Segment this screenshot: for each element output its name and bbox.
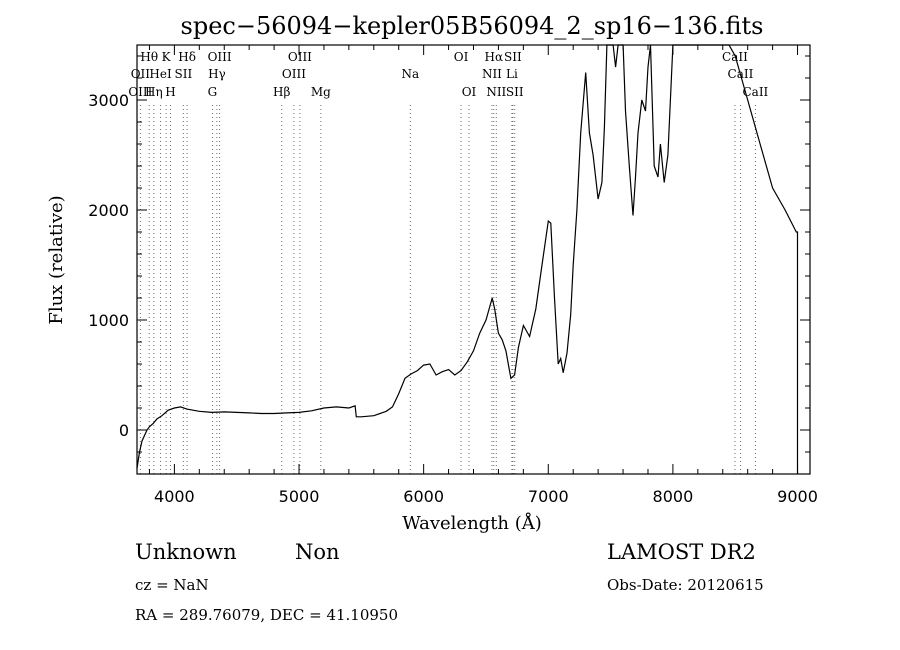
x-axis-ticks: 4000 5000 6000 7000 8000 9000 [148,45,818,506]
x-tick-label: 7000 [528,487,569,506]
emission-line-label: SII [506,85,524,99]
emission-line-label: HeI [149,67,172,81]
emission-line-label: SII [175,67,193,81]
y-tick-label: 0 [119,421,129,440]
redshift-cz: cz = NaN [135,576,209,594]
object-subclass: Non [295,540,340,564]
emission-line-label: Hγ [208,67,226,81]
emission-line-label: SII [504,50,522,64]
emission-line-label: OII [131,67,151,81]
x-tick-label: 5000 [279,487,320,506]
coordinates: RA = 289.76079, DEC = 41.10950 [135,606,398,624]
x-axis-label: Wavelength (Å) [402,512,542,534]
emission-line-label: Li [506,67,518,81]
emission-line-label: Mg [311,85,331,99]
emission-line-label: Hθ [140,50,158,64]
y-tick-label: 2000 [88,201,129,220]
emission-line-label: OI [454,50,469,64]
emission-line-label: OI [462,85,477,99]
emission-line-label: H [165,85,175,99]
emission-line-label: G [208,85,218,99]
y-axis-label: Flux (relative) [46,195,67,324]
plot-frame [136,44,811,475]
emission-line-markers [139,105,756,474]
emission-line-label: Na [401,67,419,81]
emission-line-label: Hβ [273,85,290,99]
emission-line-label: Hα [485,50,504,64]
spectrum-series-line [136,44,799,474]
emission-line-label: Hη [145,85,163,99]
emission-line-label: CaII [742,85,768,99]
emission-line-label: NII [486,85,506,99]
emission-line-label: OIII [208,50,232,64]
survey-name: LAMOST DR2 [607,540,756,564]
emission-line-label: OIII [288,50,312,64]
emission-line-label: K [162,50,172,64]
emission-line-label: OIII [128,85,152,99]
x-tick-label: 8000 [653,487,694,506]
emission-line-label: OIII [282,67,306,81]
y-axis-ticks: 0 1000 2000 3000 [88,55,810,475]
y-tick-label: 3000 [88,91,129,110]
emission-line-label: NII [482,67,502,81]
emission-line-label: Hδ [178,50,196,64]
x-tick-label: 6000 [403,487,444,506]
x-tick-label: 4000 [154,487,195,506]
object-class: Unknown [135,540,237,564]
x-tick-label: 9000 [777,487,818,506]
chart-title: spec−56094−kepler05B56094_2_sp16−136.fit… [181,12,764,40]
y-tick-label: 1000 [88,311,129,330]
observation-date: Obs-Date: 20120615 [607,576,764,594]
